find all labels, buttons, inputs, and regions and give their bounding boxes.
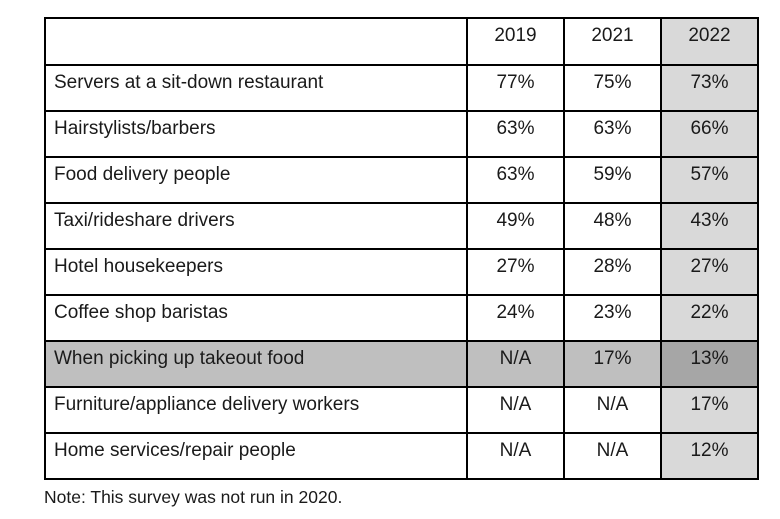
row-label: Servers at a sit-down restaurant [44, 64, 468, 112]
header-cell-empty [44, 17, 468, 66]
cell-value-2022: 43% [660, 202, 759, 250]
cell-value-2021: N/A [563, 386, 662, 434]
cell-value-2021: 23% [563, 294, 662, 342]
cell-value-2019: 27% [466, 248, 565, 296]
cell-value-2019: N/A [466, 386, 565, 434]
cell-value-2021: N/A [563, 432, 662, 480]
table-row-hotel-housekeepers: Hotel housekeepers 27% 28% 27% [44, 248, 759, 296]
cell-value-2022: 22% [660, 294, 759, 342]
cell-value-2019: N/A [466, 432, 565, 480]
header-row: 2019 2021 2022 [44, 17, 759, 66]
header-cell-2019: 2019 [466, 17, 565, 66]
row-label: Hairstylists/barbers [44, 110, 468, 158]
cell-value-2019: 63% [466, 110, 565, 158]
table-row-food-delivery: Food delivery people 63% 59% 57% [44, 156, 759, 204]
row-label: Furniture/appliance delivery workers [44, 386, 468, 434]
cell-value-2022: 66% [660, 110, 759, 158]
cell-value-2019: 77% [466, 64, 565, 112]
cell-value-2021: 59% [563, 156, 662, 204]
table-row-home-services: Home services/repair people N/A N/A 12% [44, 432, 759, 480]
cell-value-2021: 28% [563, 248, 662, 296]
table-row-coffee-baristas: Coffee shop baristas 24% 23% 22% [44, 294, 759, 342]
row-label: Hotel housekeepers [44, 248, 468, 296]
table-row-servers: Servers at a sit-down restaurant 77% 75%… [44, 64, 759, 112]
cell-value-2022: 57% [660, 156, 759, 204]
cell-value-2019: N/A [466, 340, 565, 388]
survey-table: 2019 2021 2022 Servers at a sit-down res… [44, 17, 759, 480]
cell-value-2021: 48% [563, 202, 662, 250]
cell-value-2022: 27% [660, 248, 759, 296]
cell-value-2019: 49% [466, 202, 565, 250]
table-row-hairstylists: Hairstylists/barbers 63% 63% 66% [44, 110, 759, 158]
cell-value-2022: 13% [660, 340, 759, 388]
cell-value-2019: 63% [466, 156, 565, 204]
survey-table-container: 2019 2021 2022 Servers at a sit-down res… [44, 17, 759, 480]
header-cell-2021: 2021 [563, 17, 662, 66]
table-row-taxi-rideshare: Taxi/rideshare drivers 49% 48% 43% [44, 202, 759, 250]
cell-value-2021: 63% [563, 110, 662, 158]
row-label: When picking up takeout food [44, 340, 468, 388]
cell-value-2022: 12% [660, 432, 759, 480]
cell-value-2022: 73% [660, 64, 759, 112]
row-label: Home services/repair people [44, 432, 468, 480]
cell-value-2022: 17% [660, 386, 759, 434]
row-label: Coffee shop baristas [44, 294, 468, 342]
table-footnote: Note: This survey was not run in 2020. [44, 487, 343, 507]
cell-value-2021: 17% [563, 340, 662, 388]
header-cell-2022: 2022 [660, 17, 759, 66]
table-row-furniture-delivery: Furniture/appliance delivery workers N/A… [44, 386, 759, 434]
cell-value-2021: 75% [563, 64, 662, 112]
row-label: Food delivery people [44, 156, 468, 204]
cell-value-2019: 24% [466, 294, 565, 342]
row-label: Taxi/rideshare drivers [44, 202, 468, 250]
table-row-takeout-highlighted: When picking up takeout food N/A 17% 13% [44, 340, 759, 388]
